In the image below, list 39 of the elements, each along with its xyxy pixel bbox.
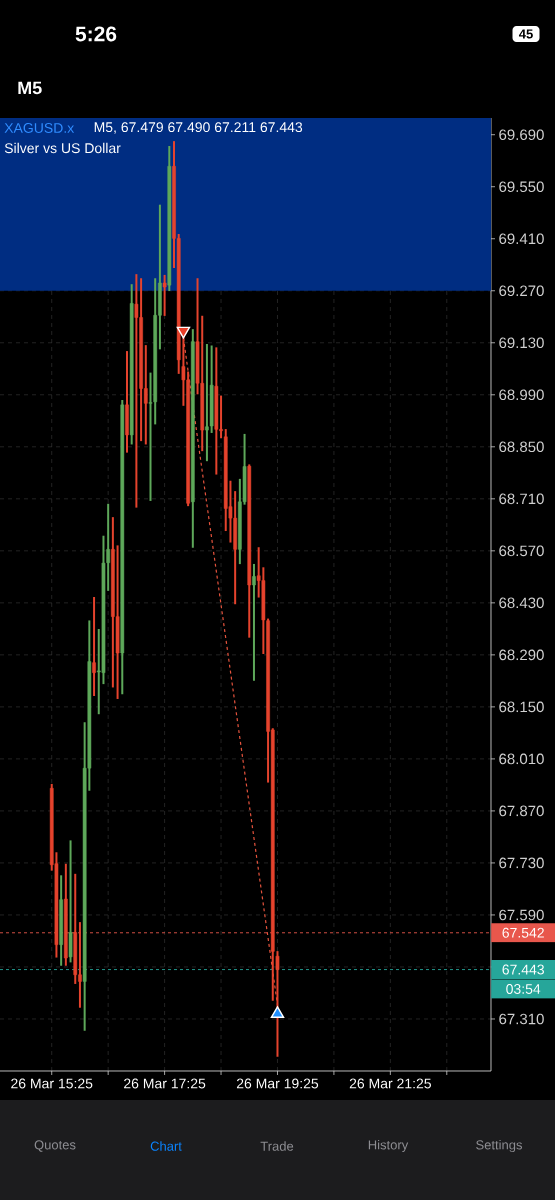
y-tick-label: 67.870 [499,805,544,817]
chart-title: XAGUSD.x [4,123,75,133]
y-tick-label: 68.010 [499,753,544,765]
ref-line-label: 67.542 [502,927,544,938]
y-tick-label: 67.310 [499,1013,544,1025]
y-tick-label: 69.410 [499,233,544,245]
text: Quotes [34,1140,76,1152]
y-tick-label: 68.290 [499,649,544,661]
text: 5:26 [75,26,117,42]
y-tick-label: 68.150 [499,701,544,713]
y-tick-label: 69.270 [499,285,544,297]
text: 45 [518,29,533,39]
text: Silver vs US Dollar [4,142,121,154]
text: Chart [150,1141,182,1151]
y-tick-label: 68.710 [499,493,544,505]
text: Trade [260,1141,294,1151]
text: 03:54 [506,984,541,994]
y-tick-label: 67.730 [499,857,544,869]
candlestick [162,274,167,316]
candlestick [92,597,96,696]
y-tick-label: 68.570 [499,545,544,557]
ref-line-label: 67.443 [502,964,544,975]
x-tick-label: 26 Mar 21:25 [349,1078,431,1089]
candlestick [252,563,256,681]
y-tick-label: 68.850 [499,441,544,453]
text: M5 [18,81,42,95]
y-tick-label: 69.550 [499,181,544,193]
y-tick-label: 68.990 [499,389,544,401]
y-tick-label: 69.690 [499,129,544,141]
annotation: M5, 67.479 67.490 67.211 67.443 [94,122,303,134]
x-tick-label: 26 Mar 17:25 [124,1078,206,1089]
y-tick-label: 69.130 [499,337,544,349]
text: Settings [476,1139,523,1153]
candlestick [134,274,139,508]
text: History [368,1139,409,1153]
x-tick-label: 26 Mar 19:25 [236,1078,319,1089]
y-tick-label: 67.590 [499,909,544,921]
y-tick-label: 68.430 [499,597,544,609]
x-tick-label: 26 Mar 15:25 [11,1078,93,1089]
